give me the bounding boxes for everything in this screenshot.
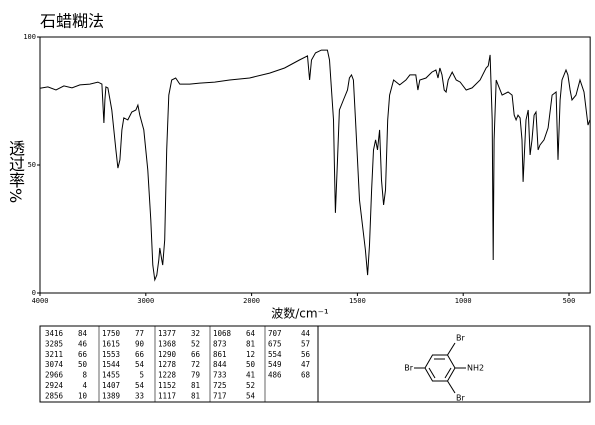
wavenumber-cell: 675	[268, 339, 282, 348]
x-tick-label: 500	[563, 297, 576, 305]
transmittance-cell: 72	[191, 360, 200, 369]
table-frame	[39, 325, 591, 403]
transmittance-cell: 81	[191, 391, 200, 400]
transmittance-cell: 5	[139, 371, 144, 380]
wavenumber-cell: 1455	[102, 371, 120, 380]
wavenumber-cell: 861	[213, 350, 227, 359]
transmittance-cell: 32	[191, 329, 200, 338]
transmittance-cell: 52	[246, 381, 255, 390]
wavenumber-cell: 3074	[45, 360, 64, 369]
transmittance-cell: 12	[246, 350, 255, 359]
y-axis-label: 透过率%	[6, 140, 25, 204]
x-tick-label: 3000	[137, 297, 154, 305]
wavenumber-cell: 717	[213, 391, 227, 400]
wavenumber-cell: 707	[268, 329, 282, 338]
x-axis-label: 波数/cm⁻¹	[271, 306, 329, 321]
spectrum-line	[39, 49, 591, 282]
transmittance-cell: 57	[301, 339, 310, 348]
molecule	[414, 342, 466, 394]
wavenumber-cell: 1152	[158, 381, 176, 390]
transmittance-cell: 77	[135, 329, 144, 338]
wavenumber-cell: 725	[213, 381, 227, 390]
atom-label: NH2	[467, 364, 484, 373]
transmittance-cell: 54	[246, 391, 256, 400]
wavenumber-cell: 1290	[158, 350, 177, 359]
wavenumber-cell: 1544	[102, 360, 121, 369]
wavenumber-cell: 1615	[102, 339, 120, 348]
wavenumber-cell: 733	[213, 371, 227, 380]
transmittance-cell: 47	[301, 360, 310, 369]
bond	[447, 380, 456, 394]
transmittance-cell: 46	[78, 339, 88, 348]
transmittance-cell: 41	[246, 371, 255, 380]
wavenumber-cell: 486	[268, 371, 282, 380]
x-tick-label: 1500	[349, 297, 366, 305]
atom-label: Br	[456, 394, 465, 403]
transmittance-cell: 64	[246, 329, 256, 338]
transmittance-cell: 54	[135, 360, 145, 369]
transmittance-cell: 81	[246, 339, 255, 348]
wavenumber-cell: 1228	[158, 371, 177, 380]
y-tick-label: 100	[23, 33, 36, 41]
wavenumber-cell: 554	[268, 350, 282, 359]
double-bond	[444, 367, 452, 379]
wavenumber-cell: 1068	[213, 329, 232, 338]
wavenumber-cell: 549	[268, 360, 282, 369]
wavenumber-cell: 873	[213, 339, 227, 348]
transmittance-cell: 4	[82, 381, 87, 390]
transmittance-cell: 10	[78, 391, 88, 400]
transmittance-cell: 79	[191, 371, 200, 380]
transmittance-cell: 66	[135, 350, 145, 359]
transmittance-cell: 8	[82, 371, 87, 380]
chart-title: 石蜡糊法	[40, 12, 104, 31]
bond	[447, 342, 456, 356]
wavenumber-cell: 3285	[45, 339, 63, 348]
wavenumber-cell: 3416	[45, 329, 64, 338]
wavenumber-cell: 3211	[45, 350, 63, 359]
wavenumber-cell: 1368	[158, 339, 177, 348]
y-tick-label: 0	[32, 289, 36, 297]
transmittance-cell: 50	[78, 360, 88, 369]
wavenumber-cell: 1553	[102, 350, 120, 359]
transmittance-cell: 68	[301, 371, 311, 380]
x-tick-label: 4000	[32, 297, 49, 305]
wavenumber-cell: 1389	[102, 391, 120, 400]
wavenumber-cell: 1278	[158, 360, 177, 369]
wavenumber-cell: 1750	[102, 329, 121, 338]
wavenumber-cell: 1117	[158, 391, 176, 400]
transmittance-cell: 66	[191, 350, 201, 359]
x-tick-label: 1000	[455, 297, 472, 305]
y-tick-label: 50	[28, 161, 36, 169]
atom-label: Br	[404, 364, 413, 373]
transmittance-cell: 66	[78, 350, 88, 359]
wavenumber-cell: 1377	[158, 329, 176, 338]
wavenumber-cell: 2966	[45, 371, 64, 380]
x-tick-label: 2000	[243, 297, 260, 305]
transmittance-cell: 44	[301, 329, 311, 338]
transmittance-cell: 33	[135, 391, 144, 400]
wavenumber-cell: 1407	[102, 381, 120, 390]
plot-frame	[39, 36, 591, 294]
atom-label: Br	[456, 334, 465, 343]
transmittance-cell: 81	[191, 381, 200, 390]
wavenumber-cell: 2924	[45, 381, 64, 390]
transmittance-cell: 90	[135, 339, 145, 348]
transmittance-cell: 50	[246, 360, 256, 369]
transmittance-cell: 84	[78, 329, 88, 338]
transmittance-cell: 52	[191, 339, 200, 348]
wavenumber-cell: 2856	[45, 391, 64, 400]
transmittance-cell: 54	[135, 381, 145, 390]
transmittance-cell: 56	[301, 350, 311, 359]
double-bond	[428, 367, 436, 379]
wavenumber-cell: 844	[213, 360, 227, 369]
